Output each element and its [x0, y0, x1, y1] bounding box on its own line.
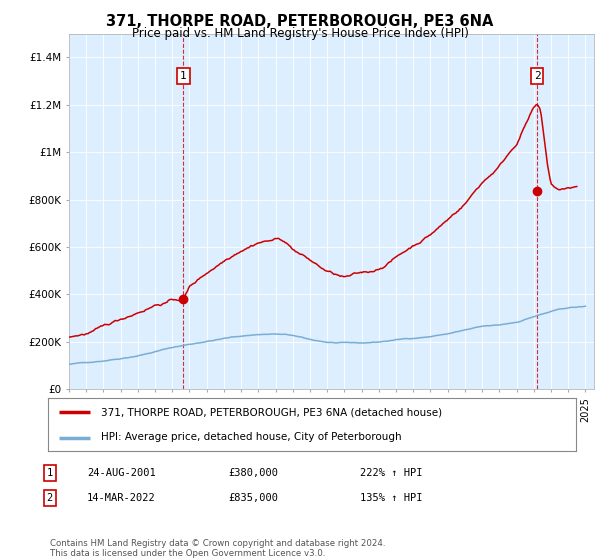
- Text: £380,000: £380,000: [228, 468, 278, 478]
- Text: 222% ↑ HPI: 222% ↑ HPI: [360, 468, 422, 478]
- Text: 371, THORPE ROAD, PETERBOROUGH, PE3 6NA (detached house): 371, THORPE ROAD, PETERBOROUGH, PE3 6NA …: [101, 408, 442, 418]
- Text: 371, THORPE ROAD, PETERBOROUGH, PE3 6NA: 371, THORPE ROAD, PETERBOROUGH, PE3 6NA: [106, 14, 494, 29]
- Text: 24-AUG-2001: 24-AUG-2001: [87, 468, 156, 478]
- Text: Contains HM Land Registry data © Crown copyright and database right 2024.
This d: Contains HM Land Registry data © Crown c…: [50, 539, 385, 558]
- Text: 1: 1: [47, 468, 53, 478]
- Text: £835,000: £835,000: [228, 493, 278, 503]
- Text: 2: 2: [534, 71, 541, 81]
- Text: 14-MAR-2022: 14-MAR-2022: [87, 493, 156, 503]
- Text: 2: 2: [47, 493, 53, 503]
- Text: 135% ↑ HPI: 135% ↑ HPI: [360, 493, 422, 503]
- Text: Price paid vs. HM Land Registry's House Price Index (HPI): Price paid vs. HM Land Registry's House …: [131, 27, 469, 40]
- Text: 1: 1: [180, 71, 187, 81]
- Text: HPI: Average price, detached house, City of Peterborough: HPI: Average price, detached house, City…: [101, 432, 401, 442]
